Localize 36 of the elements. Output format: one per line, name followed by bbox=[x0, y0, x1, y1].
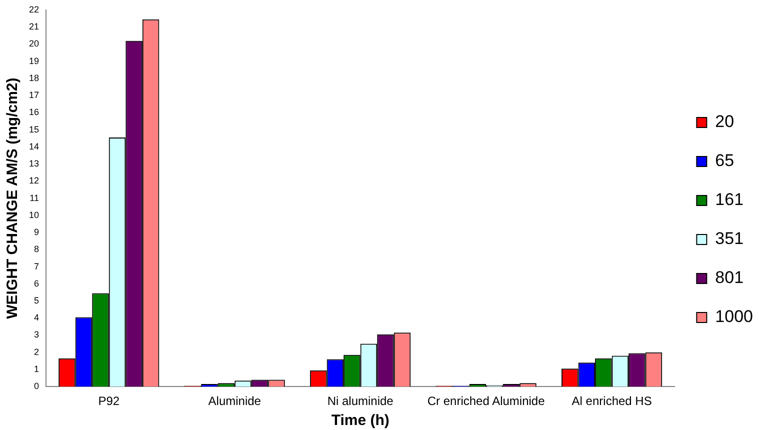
y-tick-label: 14 bbox=[28, 141, 40, 152]
y-axis-title: WEIGHT CHANGE AM/S (mg/cm2) bbox=[4, 78, 22, 319]
y-tick-label: 2 bbox=[34, 346, 40, 357]
y-tick-label: 1 bbox=[34, 364, 40, 374]
x-tick-label: Ni aluminide bbox=[327, 394, 394, 408]
y-tick-label: 20 bbox=[28, 38, 40, 49]
x-tick-label: Al enriched HS bbox=[572, 394, 652, 408]
y-tick-label: 5 bbox=[34, 295, 40, 306]
y-tick-label: 18 bbox=[28, 72, 40, 83]
y-tick-label: 22 bbox=[28, 4, 40, 14]
legend-label: 65 bbox=[715, 151, 734, 170]
y-tick-label: 13 bbox=[28, 158, 40, 169]
y-tick-label: 4 bbox=[34, 312, 40, 323]
y-tick-label: 15 bbox=[28, 124, 40, 134]
y-tick-label: 3 bbox=[34, 330, 40, 340]
y-tick-label: 10 bbox=[28, 210, 40, 220]
x-tick-label: P92 bbox=[98, 394, 120, 408]
legend-label: 801 bbox=[715, 268, 744, 288]
legend-label: 351 bbox=[715, 229, 744, 248]
y-tick-label: 19 bbox=[28, 56, 40, 66]
x-axis-title: Time (h) bbox=[331, 412, 390, 430]
y-tick-label: 12 bbox=[28, 176, 40, 186]
x-tick-label: Cr enriched Aluminide bbox=[427, 394, 546, 408]
x-tick-label: Aluminide bbox=[208, 394, 262, 408]
legend-label: 161 bbox=[715, 190, 744, 210]
y-tick-label: 7 bbox=[34, 261, 40, 272]
legend-label: 20 bbox=[715, 112, 734, 132]
y-tick-label: 0 bbox=[34, 381, 40, 392]
y-tick-label: 9 bbox=[34, 227, 40, 238]
y-tick-label: 16 bbox=[28, 107, 40, 118]
y-tick-label: 21 bbox=[28, 22, 40, 32]
y-tick-label: 11 bbox=[30, 192, 40, 203]
legend-label: 1000 bbox=[715, 307, 754, 326]
y-tick-label: 6 bbox=[34, 278, 40, 288]
y-tick-label: 17 bbox=[28, 90, 40, 100]
y-tick-label: 8 bbox=[34, 244, 40, 254]
